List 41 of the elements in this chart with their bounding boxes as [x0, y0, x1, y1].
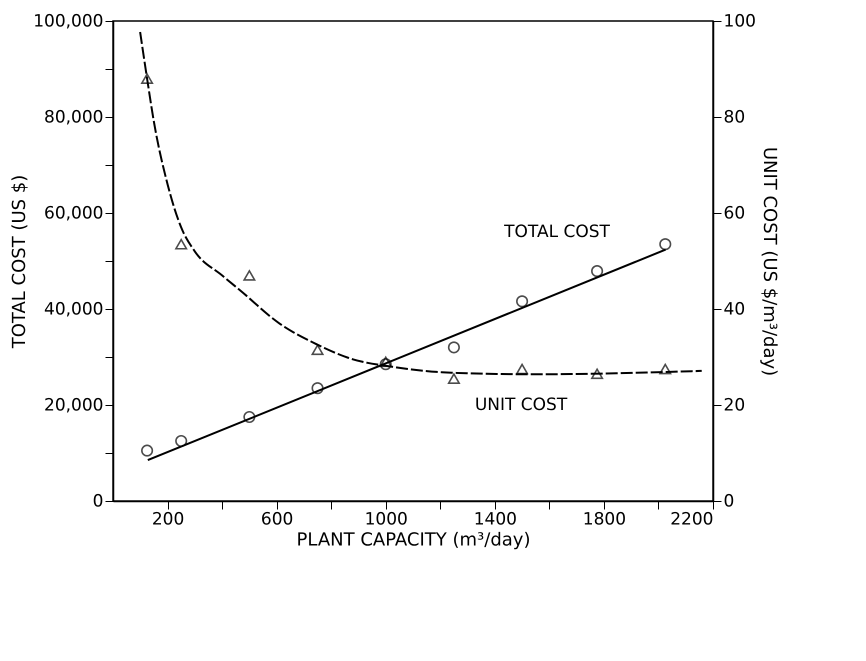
point	[448, 341, 460, 354]
y-tick-label: 20,000	[44, 396, 104, 416]
x-axis-title: PLANT CAPACITY (m³/day)	[296, 530, 530, 550]
x-tick-label: 1800	[582, 510, 626, 530]
y2-tick-label: 20	[724, 396, 746, 416]
y-axis-title: TOTAL COST (US $)	[9, 174, 30, 350]
point	[659, 238, 672, 250]
x-tick-label: 1000	[364, 510, 408, 530]
point	[175, 434, 188, 448]
point	[312, 344, 324, 356]
point	[380, 358, 392, 370]
point	[243, 410, 256, 424]
y2-tick-label: 60	[724, 204, 746, 224]
y2-tick-label: 0	[724, 492, 734, 512]
y2-tick-label: 80	[724, 108, 746, 128]
x-tick-label: 1400	[474, 510, 517, 530]
y2-tick-label: 100	[724, 12, 756, 32]
x-tick-label: 600	[260, 510, 294, 530]
point	[141, 73, 154, 84]
point	[591, 368, 604, 380]
point	[175, 238, 188, 250]
y2-tick-label: 40	[724, 300, 746, 320]
y-tick-label: 40,000	[44, 300, 104, 320]
y-tick-label: 100,000	[33, 12, 104, 32]
x-tick-label: 200	[152, 510, 184, 530]
annotation: UNIT COST	[474, 395, 568, 415]
y2-axis-title: UNIT COST (US $/m³/day)	[758, 146, 780, 376]
point	[448, 373, 460, 384]
x-tick-label: 2200	[670, 510, 714, 530]
point	[380, 356, 392, 368]
point	[516, 295, 528, 308]
point	[591, 265, 604, 278]
point	[312, 382, 324, 394]
point	[243, 270, 256, 281]
y-tick-label: 0	[92, 492, 104, 512]
point	[659, 364, 672, 374]
annotation: TOTAL COST	[503, 222, 610, 242]
y-tick-label: 60,000	[44, 204, 104, 224]
point	[516, 364, 528, 374]
point	[141, 444, 154, 457]
y-tick-label: 80,000	[44, 108, 104, 128]
